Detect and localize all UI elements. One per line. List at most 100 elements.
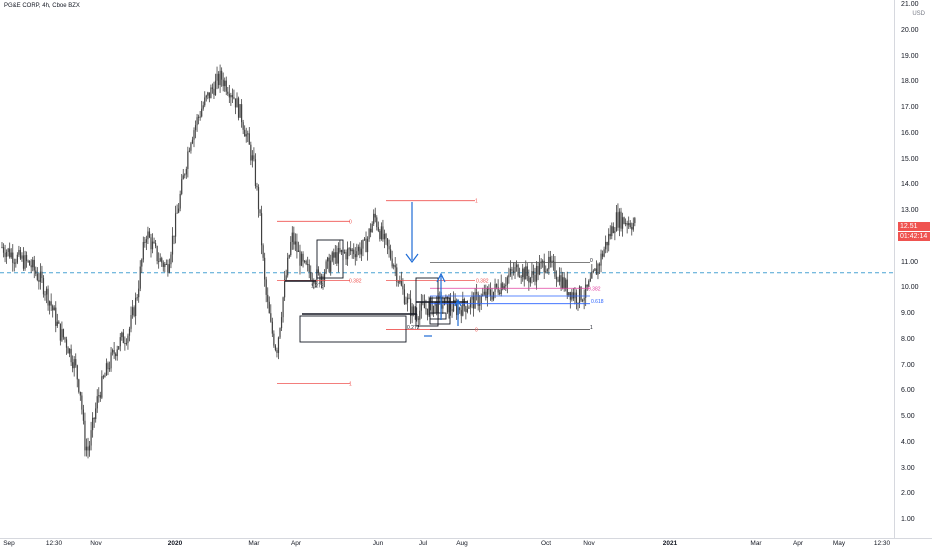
time-tick-label: Oct [540, 540, 552, 547]
candle-body [88, 445, 91, 451]
candle-body [181, 179, 183, 194]
candle-body [592, 270, 594, 272]
candle-body [322, 276, 324, 282]
candle-body [446, 296, 449, 313]
candle-body [153, 241, 155, 244]
candle-body [348, 248, 350, 250]
candle-body [333, 252, 335, 258]
candle-body [591, 271, 593, 279]
candle-body [70, 348, 72, 363]
candle-body [35, 270, 37, 274]
candle-body [108, 368, 111, 370]
candle-body [198, 116, 200, 118]
candle-body [75, 359, 77, 366]
candle-body [468, 307, 470, 309]
candle-body [323, 272, 326, 282]
price-tick-label: 14.00 [901, 181, 919, 189]
candle-body [174, 213, 177, 237]
arrow-head [436, 272, 446, 283]
candle-body [588, 281, 590, 287]
candle-body [260, 213, 263, 246]
time-tick-label: 12:30 [45, 540, 63, 547]
candle-body [411, 306, 413, 317]
candle-body [426, 308, 429, 316]
candle-body [55, 307, 57, 326]
fib-level-label: 0 [475, 327, 478, 333]
candle-body [594, 268, 596, 271]
candle-body [267, 294, 269, 302]
candle-body [185, 168, 187, 175]
candle-body [456, 303, 458, 316]
candle-body [396, 267, 398, 282]
candle-body [320, 276, 323, 284]
candle-body [331, 252, 333, 261]
candle-body [347, 248, 349, 260]
candle-body [248, 133, 250, 145]
candle-body [628, 223, 630, 226]
candle-body [47, 288, 49, 306]
candle-body [406, 297, 409, 303]
candle-body [539, 263, 541, 275]
candle-body [360, 248, 363, 255]
candle-body [580, 286, 582, 301]
candle-body [512, 270, 515, 273]
candle-body [382, 226, 384, 240]
candle-body [150, 237, 152, 250]
candle-body [182, 175, 184, 180]
candle-body [271, 321, 273, 334]
candle-body [497, 286, 499, 293]
candle-body [62, 329, 65, 338]
currency-label[interactable]: USD [912, 11, 925, 17]
candle-body [262, 245, 264, 258]
time-scale-divider [0, 538, 932, 539]
candle-body [545, 271, 547, 273]
arrow-head [454, 298, 462, 307]
candle-body [244, 129, 246, 137]
candle-body [49, 301, 51, 306]
candle-body [499, 292, 501, 294]
candle-body [474, 292, 476, 309]
candle-body [236, 98, 238, 108]
candle-body [78, 379, 80, 392]
candle-body [300, 253, 303, 266]
candle-body [148, 231, 151, 238]
candle-body [105, 363, 108, 376]
fib-level-label: 0.272 [407, 325, 420, 331]
fib-level-label: 0.382 [349, 279, 362, 285]
candle-body [205, 95, 207, 98]
time-tick-label: 2021 [662, 540, 678, 547]
candle-body [50, 301, 52, 306]
candle-body [423, 303, 425, 309]
candle-body [98, 395, 100, 397]
candle-body [257, 187, 260, 210]
candle-body [393, 265, 395, 267]
time-tick-label: Nov [90, 540, 102, 547]
candle-body [156, 246, 158, 262]
time-tick-label: Apr [290, 540, 302, 547]
candle-body [405, 302, 407, 304]
candle-body [41, 271, 43, 279]
time-tick-label: Jun [372, 540, 384, 547]
candle-body [472, 296, 475, 309]
candle-body [595, 268, 598, 275]
candle-body [264, 257, 266, 280]
symbol-title[interactable]: PG&E CORP, 4h, Cboe BZX [4, 3, 80, 9]
candle-body [586, 284, 588, 287]
candle-body [562, 277, 564, 289]
candle-body [61, 329, 63, 341]
candle-body [135, 297, 137, 317]
candle-body [563, 277, 565, 289]
candle-body [417, 318, 419, 320]
candle-body [67, 347, 69, 354]
candle-body [632, 223, 634, 230]
candle-body [565, 279, 567, 289]
candle-body [357, 246, 359, 252]
candle-body [515, 264, 518, 268]
candle-body [575, 292, 578, 303]
candle-body [433, 305, 435, 315]
candle-body [452, 299, 455, 312]
candle-body [230, 95, 232, 98]
candle-body [131, 307, 134, 316]
